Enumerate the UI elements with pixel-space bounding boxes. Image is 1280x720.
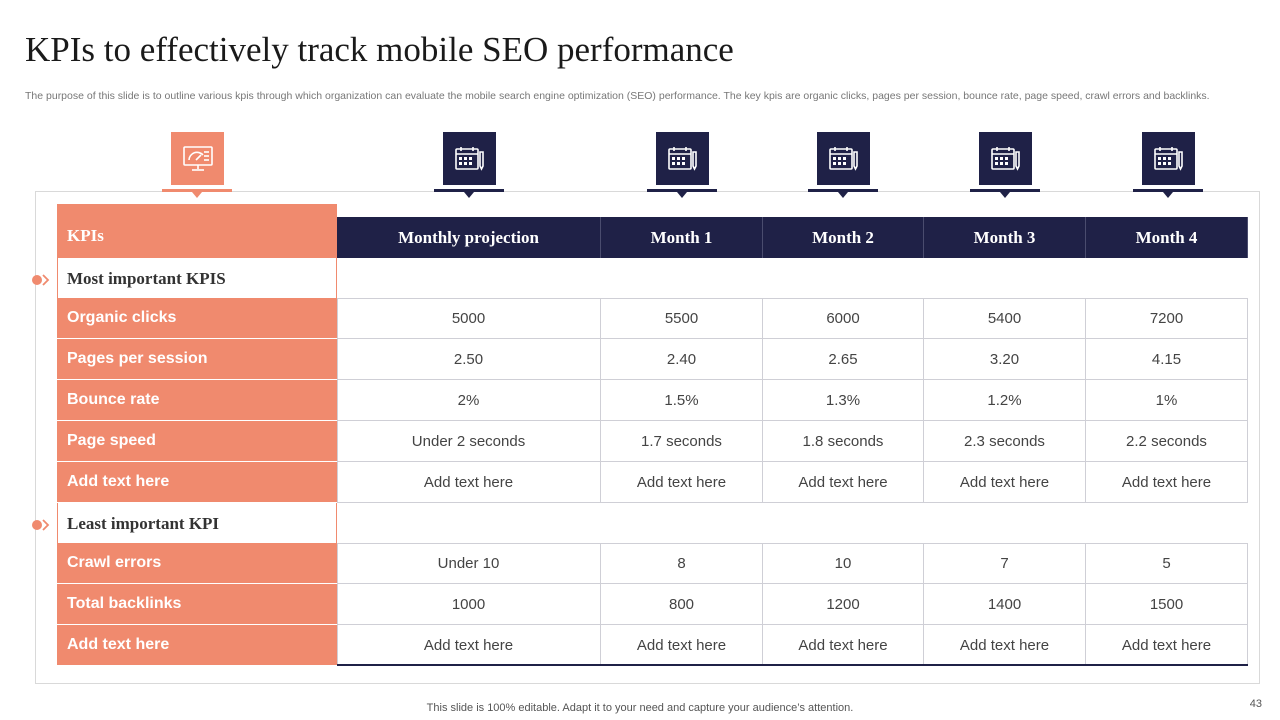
icon-pointer: [838, 192, 848, 198]
row-kpi-label: Add text here: [57, 625, 337, 666]
table-cell: Add text here: [337, 462, 601, 503]
table-cell: Under 2 seconds: [337, 421, 601, 462]
table-cell: Under 10: [337, 543, 601, 584]
grid-line: [337, 298, 338, 503]
header-month-1: Month 1: [601, 217, 763, 258]
table-cell: Add text here: [763, 625, 924, 666]
table-cell: 5: [1086, 543, 1248, 584]
table-cell: Add text here: [337, 625, 601, 666]
table-cell: 1400: [924, 584, 1086, 625]
section-bullet-icon: [31, 518, 50, 531]
table-cell: Add text here: [601, 462, 763, 503]
table-cell: 5000: [337, 298, 601, 339]
table-cell: 7: [924, 543, 1086, 584]
table-cell: 2%: [337, 380, 601, 421]
table-cell: 4.15: [1086, 339, 1248, 380]
section-label: Least important KPI: [67, 514, 220, 533]
icon-underline: [162, 189, 232, 192]
icon-underline: [970, 189, 1040, 192]
grid-line: [337, 298, 1248, 299]
icon-pointer: [192, 192, 202, 198]
icon-pointer: [677, 192, 687, 198]
table-cell: 1000: [337, 584, 601, 625]
table-cell: Add text here: [924, 462, 1086, 503]
table-cell: 1200: [763, 584, 924, 625]
icon-pointer: [464, 192, 474, 198]
calendar-icon: [656, 132, 709, 185]
icon-underline: [808, 189, 878, 192]
calendar-icon: [443, 132, 496, 185]
row-kpi-label: Organic clicks: [57, 298, 337, 339]
header-kpis: KPIs: [57, 204, 337, 258]
table-cell: 1.7 seconds: [601, 421, 763, 462]
table-cell: 1.3%: [763, 380, 924, 421]
grid-line: [337, 543, 1248, 544]
table-cell: 1.2%: [924, 380, 1086, 421]
page-subtitle: The purpose of this slide is to outline …: [25, 90, 1210, 102]
table-cell: Add text here: [1086, 625, 1248, 666]
header-month-3: Month 3: [924, 217, 1086, 258]
table-cell: 2.3 seconds: [924, 421, 1086, 462]
table-cell: 2.2 seconds: [1086, 421, 1248, 462]
table-cell: 2.65: [763, 339, 924, 380]
table-cell: 2.40: [601, 339, 763, 380]
table-cell: 1500: [1086, 584, 1248, 625]
calendar-icon: [817, 132, 870, 185]
table-cell: 1.8 seconds: [763, 421, 924, 462]
section-bullet-icon: [31, 273, 50, 286]
table-cell: 7200: [1086, 298, 1248, 339]
icon-underline: [647, 189, 717, 192]
table-bottom-rule: [337, 664, 1248, 666]
icon-underline: [1133, 189, 1203, 192]
row-kpi-label: Add text here: [57, 462, 337, 503]
table-cell: 10: [763, 543, 924, 584]
table-cell: 1%: [1086, 380, 1248, 421]
row-kpi-label: Crawl errors: [57, 543, 337, 584]
icon-underline: [434, 189, 504, 192]
table-cell: 3.20: [924, 339, 1086, 380]
row-kpi-label: Total backlinks: [57, 584, 337, 625]
table-cell: 1.5%: [601, 380, 763, 421]
table-cell: 800: [601, 584, 763, 625]
table-cell: Add text here: [924, 625, 1086, 666]
calendar-icon: [979, 132, 1032, 185]
table-cell: Add text here: [763, 462, 924, 503]
table-cell: 8: [601, 543, 763, 584]
icon-pointer: [1000, 192, 1010, 198]
row-kpi-label: Page speed: [57, 421, 337, 462]
row-kpi-label: Pages per session: [57, 339, 337, 380]
header-month-2: Month 2: [763, 217, 924, 258]
grid-line: [337, 543, 338, 666]
footer-note: This slide is 100% editable. Adapt it to…: [426, 702, 854, 714]
table-cell: 5400: [924, 298, 1086, 339]
header-monthly-projection: Monthly projection: [337, 217, 601, 258]
table-cell: Add text here: [601, 625, 763, 666]
header-month-4: Month 4: [1086, 217, 1248, 258]
section-label: Most important KPIS: [67, 269, 226, 288]
dashboard-monitor-icon: [171, 132, 224, 185]
row-kpi-label: Bounce rate: [57, 380, 337, 421]
table-cell: Add text here: [1086, 462, 1248, 503]
page-title: KPIs to effectively track mobile SEO per…: [25, 30, 734, 69]
table-cell: 5500: [601, 298, 763, 339]
table-cell: 2.50: [337, 339, 601, 380]
page-number: 43: [1249, 698, 1262, 710]
icon-pointer: [1163, 192, 1173, 198]
calendar-icon: [1142, 132, 1195, 185]
table-cell: 6000: [763, 298, 924, 339]
